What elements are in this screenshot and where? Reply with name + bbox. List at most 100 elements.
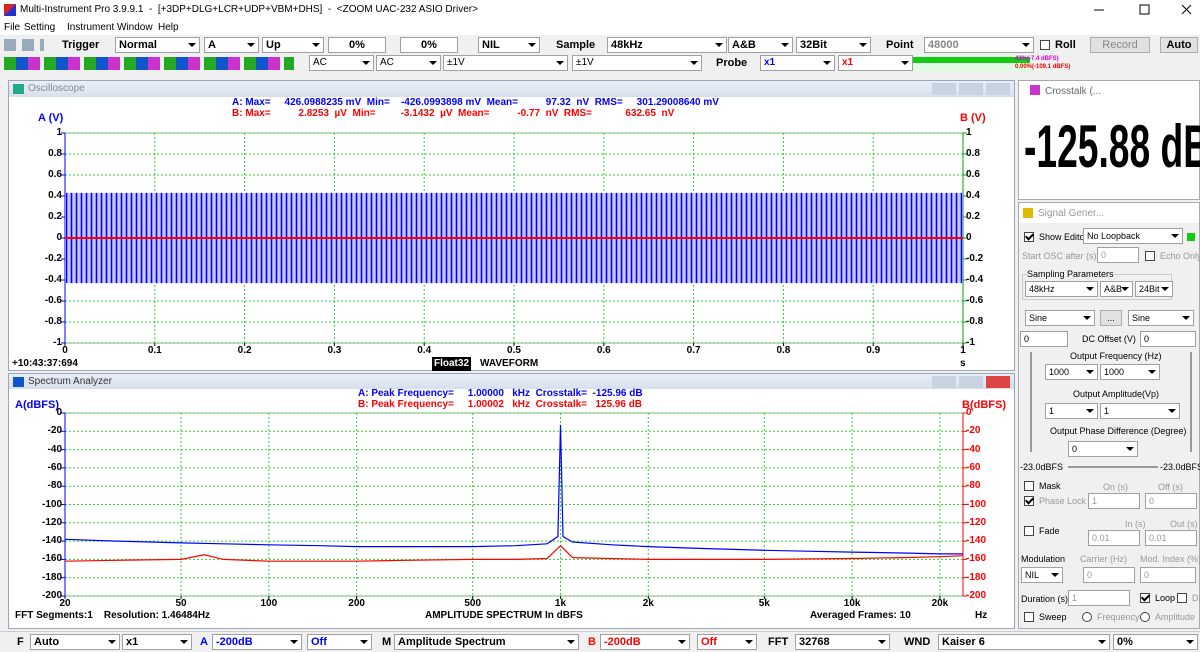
- combo-box[interactable]: Sine: [1025, 310, 1095, 326]
- combo-box[interactable]: -200dB: [212, 634, 302, 650]
- button[interactable]: ...: [1100, 310, 1122, 326]
- combo-box[interactable]: 48kHz: [1025, 281, 1098, 297]
- text-box[interactable]: 0.01: [1145, 530, 1197, 546]
- axis-label: A (V): [38, 112, 64, 124]
- chart-title: AMPLITUDE SPECTRUM In dBFS: [425, 610, 583, 621]
- enable-indicator[interactable]: [1187, 233, 1195, 241]
- level-meter-b: [912, 65, 1030, 71]
- radio-button[interactable]: Amplitude: [1140, 610, 1195, 624]
- window-controls: [1094, 4, 1192, 15]
- menu-item[interactable]: Setting: [24, 22, 56, 33]
- combo-box[interactable]: 1000: [1100, 364, 1160, 380]
- combo-box[interactable]: Auto: [30, 634, 120, 650]
- menu-item[interactable]: Help: [158, 22, 179, 33]
- combo-box[interactable]: Kaiser 6: [938, 634, 1110, 650]
- combo-box[interactable]: 1: [1100, 403, 1180, 419]
- combo-box[interactable]: A&B: [728, 37, 793, 53]
- combo-box[interactable]: 32768: [795, 634, 890, 650]
- y2-tick-label: 0.6: [966, 169, 980, 180]
- label: Probe: [716, 57, 748, 69]
- combo-box[interactable]: Sine: [1128, 310, 1194, 326]
- combo-box[interactable]: x1: [122, 634, 192, 650]
- text-box[interactable]: 0.01: [1088, 530, 1140, 546]
- label: -23.0dBFS: [1020, 462, 1064, 472]
- waveform: [65, 236, 963, 240]
- checkbox[interactable]: Mask: [1024, 479, 1061, 493]
- combo-box[interactable]: 48kHz: [607, 37, 727, 53]
- y2-tick-label: -160: [966, 553, 987, 565]
- spin-box[interactable]: 0%: [328, 37, 386, 53]
- oscilloscope-buttons[interactable]: [932, 83, 1010, 95]
- combo-box[interactable]: A: [204, 37, 259, 53]
- spectrum-buttons[interactable]: [932, 376, 1010, 388]
- combo-box[interactable]: NIL: [1021, 567, 1063, 583]
- combo-box[interactable]: ±1V: [443, 55, 568, 71]
- menu-item[interactable]: Window: [117, 22, 153, 33]
- combo-box[interactable]: 48000: [924, 37, 1034, 53]
- combo-box[interactable]: Amplitude Spectrum: [394, 634, 579, 650]
- checkbox[interactable]: Phase Lock: [1024, 494, 1086, 508]
- combo-box[interactable]: 1000: [1045, 364, 1098, 380]
- x-tick-label: 1: [960, 345, 966, 356]
- combo-box[interactable]: AC: [376, 55, 441, 71]
- balance-slider[interactable]: [1068, 466, 1158, 468]
- combo-box[interactable]: 1: [1045, 403, 1098, 419]
- combo-box[interactable]: Off: [307, 634, 372, 650]
- combo-box[interactable]: -200dB: [600, 634, 690, 650]
- toolbar-icons: [4, 39, 44, 51]
- y-tick-label: -200: [41, 590, 62, 601]
- combo-box[interactable]: x1: [760, 55, 835, 71]
- combo-box[interactable]: ±1V: [572, 55, 702, 71]
- checkbox[interactable]: Roll: [1040, 38, 1076, 52]
- combo-box[interactable]: Off: [697, 634, 757, 650]
- y-tick-label: -0.8: [44, 316, 62, 327]
- combo-box[interactable]: 0: [1068, 441, 1138, 457]
- combo-box[interactable]: NIL: [478, 37, 540, 53]
- combo-box[interactable]: Normal: [115, 37, 200, 53]
- window-title: Oscilloscope: [28, 83, 85, 94]
- slider-a[interactable]: [1030, 352, 1032, 452]
- text-box[interactable]: 0: [1140, 567, 1196, 583]
- text-box[interactable]: 1: [1088, 493, 1140, 509]
- combo-box[interactable]: x1: [838, 55, 913, 71]
- checkbox[interactable]: Show Editor: [1024, 230, 1088, 244]
- x-tick-label: 0.1: [147, 345, 162, 356]
- spin-box[interactable]: 0: [1020, 331, 1068, 347]
- combo-box[interactable]: AC: [309, 55, 374, 71]
- checkbox[interactable]: Fade: [1024, 524, 1060, 538]
- spin-box[interactable]: 0: [1140, 331, 1196, 347]
- menu-item[interactable]: Instrument: [67, 22, 115, 33]
- combo-box[interactable]: 32Bit: [796, 37, 871, 53]
- label: FFT: [768, 636, 789, 648]
- radio-button[interactable]: Frequency: [1082, 610, 1140, 624]
- text-box[interactable]: 0: [1145, 493, 1197, 509]
- combo-box[interactable]: A&B: [1100, 281, 1133, 297]
- combo-box[interactable]: 0%: [1113, 634, 1198, 650]
- footer-text: Averaged Frames: 10: [810, 610, 911, 621]
- button[interactable]: Auto: [1160, 37, 1198, 53]
- combo-box[interactable]: No Loopback: [1083, 228, 1183, 244]
- label: Sample: [556, 39, 596, 51]
- text-box[interactable]: 1: [1068, 590, 1130, 606]
- text-box[interactable]: 0: [1097, 247, 1139, 263]
- signal-generator-title-bar: [1019, 203, 1199, 223]
- stats-line: B: Max= 2.8253 µV Min= -3.1432 µV Mean= …: [232, 108, 675, 119]
- x-tick-label: 0.7: [686, 345, 701, 356]
- button[interactable]: Record: [1090, 37, 1150, 53]
- text-box[interactable]: 0: [1083, 567, 1135, 583]
- checkbox[interactable]: Echo Only: [1145, 249, 1200, 263]
- spectrum-icon: [13, 377, 24, 387]
- combo-box[interactable]: Up: [262, 37, 324, 53]
- spectrum-line: [64, 424, 963, 555]
- label: Output Frequency (Hz): [1070, 351, 1162, 361]
- spin-box[interactable]: 0%: [400, 37, 458, 53]
- checkbox[interactable]: Loop: [1140, 591, 1175, 605]
- menu-item[interactable]: File: [4, 22, 21, 33]
- y2-tick-label: -0.8: [966, 316, 984, 327]
- signal-generator-icon: [1023, 208, 1033, 218]
- checkbox[interactable]: Sweep: [1024, 610, 1067, 624]
- chart-title: WAVEFORM: [480, 358, 539, 369]
- checkbox[interactable]: DDS: [1177, 591, 1200, 605]
- combo-box[interactable]: 24Bit: [1135, 281, 1173, 297]
- slider-b[interactable]: [1190, 352, 1192, 452]
